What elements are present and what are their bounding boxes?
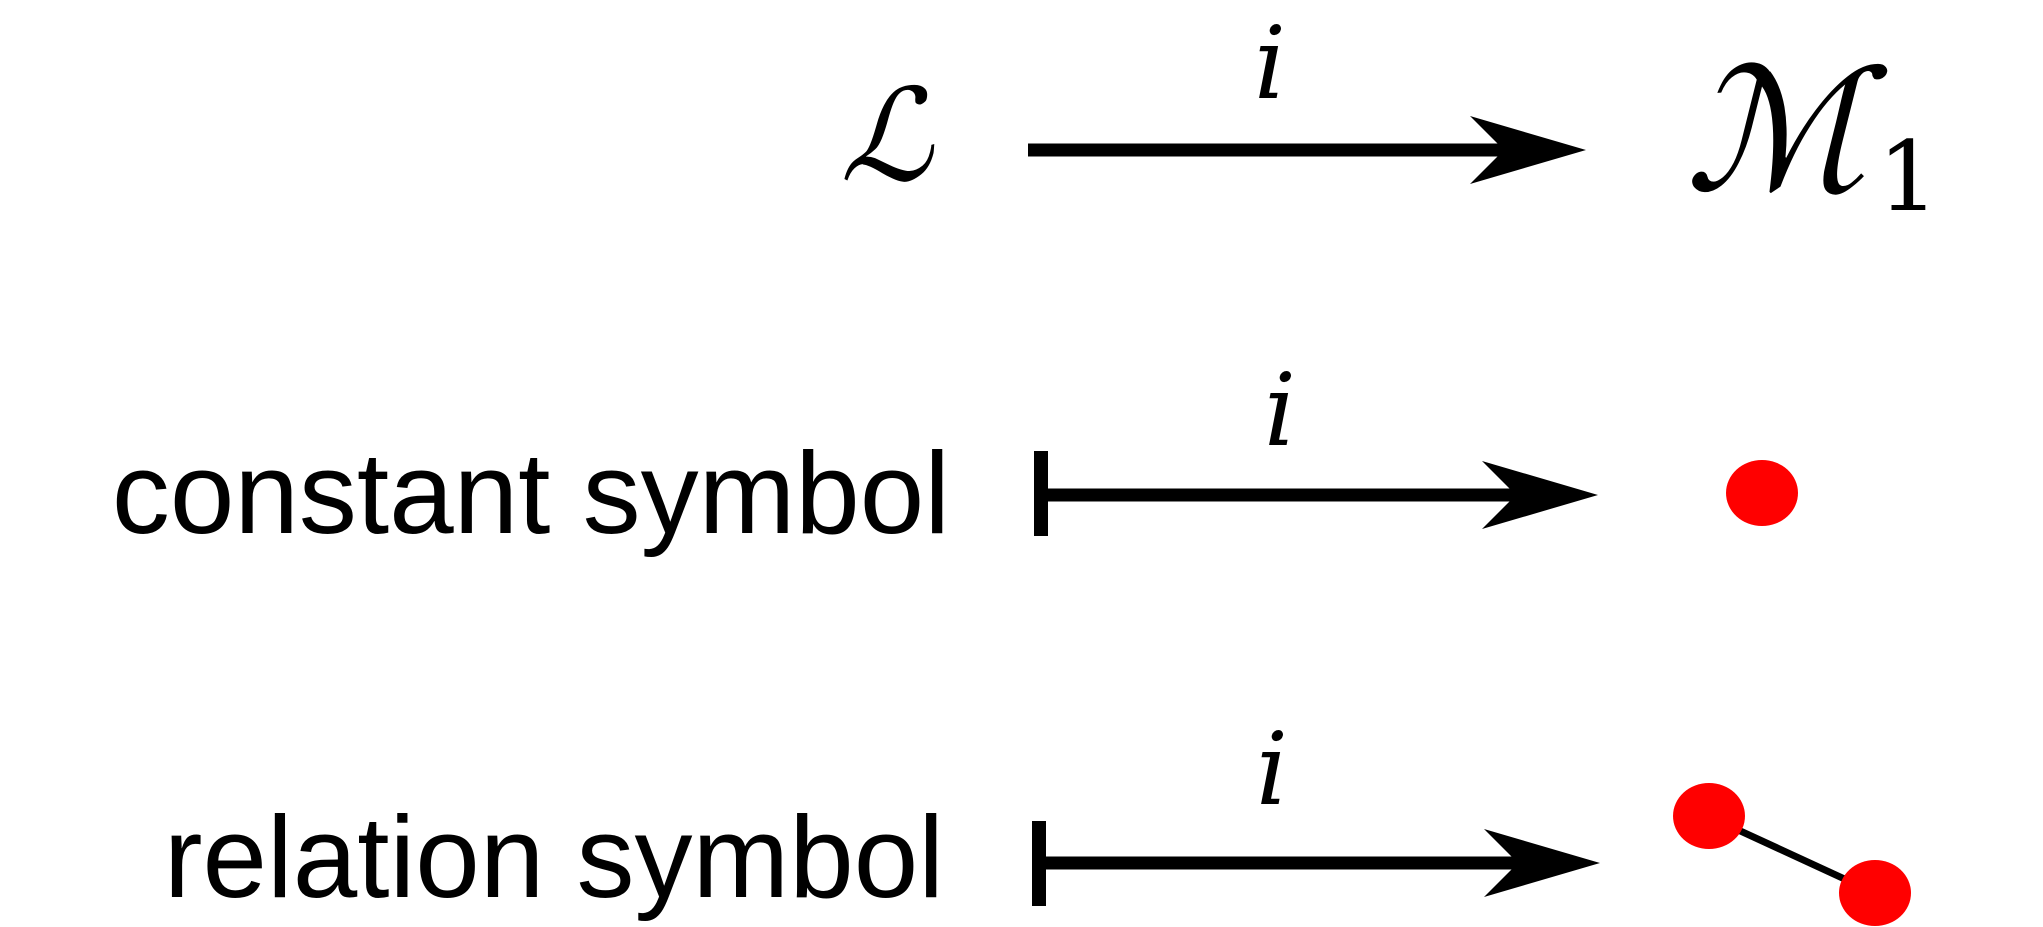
arrowhead-icon	[1470, 116, 1586, 184]
element-node-icon	[1726, 460, 1798, 526]
map-label-i: i	[1264, 352, 1296, 469]
maps-to-arrow-3	[1032, 821, 1600, 906]
element-node-icon	[1673, 783, 1745, 849]
relation-symbol-label: relation symbol	[164, 792, 944, 922]
map-label-i: i	[1256, 711, 1288, 828]
arrow-1	[1028, 116, 1586, 184]
element-node-icon	[1839, 860, 1911, 926]
relation-edge-icon	[1673, 783, 1911, 926]
structure-symbol: ℳ 1	[1685, 33, 1939, 233]
language-symbol: ℒ	[840, 62, 935, 211]
arrowhead-icon	[1482, 461, 1598, 529]
constant-symbol-label: constant symbol	[112, 428, 950, 558]
map-label-i: i	[1254, 5, 1286, 122]
arrowhead-icon	[1484, 829, 1600, 897]
structure-letter: ℳ	[1685, 33, 1888, 231]
row-relation-symbol: relation symbol i	[164, 711, 1911, 926]
maps-to-arrow-2	[1034, 451, 1598, 536]
row-language-to-structure: ℒ i ℳ 1	[840, 5, 1939, 233]
structure-subscript: 1	[1878, 121, 1939, 233]
row-constant-symbol: constant symbol i	[112, 352, 1798, 558]
